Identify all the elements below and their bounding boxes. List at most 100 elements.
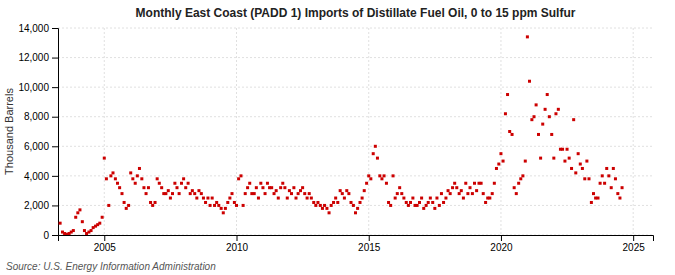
- point: [590, 201, 593, 204]
- point: [204, 201, 207, 204]
- point: [530, 118, 533, 121]
- tick-mark: [52, 146, 58, 147]
- point: [380, 177, 383, 180]
- point: [173, 182, 176, 185]
- point: [233, 201, 236, 204]
- point: [147, 186, 150, 189]
- tick-label: 2025: [623, 242, 646, 253]
- point: [261, 186, 264, 189]
- point: [211, 197, 214, 200]
- tick: 2015: [358, 235, 381, 253]
- tick-mark: [52, 87, 58, 88]
- point: [488, 197, 491, 200]
- point: [224, 207, 227, 210]
- point: [167, 189, 170, 192]
- point: [352, 204, 355, 207]
- grid-line: [58, 87, 653, 88]
- point: [495, 167, 498, 170]
- point: [411, 197, 414, 200]
- point: [387, 201, 390, 204]
- point: [184, 186, 187, 189]
- point: [182, 177, 185, 180]
- point: [339, 189, 342, 192]
- point: [592, 192, 595, 195]
- point: [466, 192, 469, 195]
- grid-line: [58, 28, 653, 29]
- point: [345, 189, 348, 192]
- point: [577, 152, 580, 155]
- point: [471, 192, 474, 195]
- axis-line: [59, 236, 654, 242]
- point: [158, 182, 161, 185]
- point: [283, 186, 286, 189]
- grid-line: [58, 146, 653, 147]
- point: [206, 197, 209, 200]
- point: [336, 201, 339, 204]
- point: [288, 189, 291, 192]
- chart: 2005201020152020202502,0004,0006,0008,00…: [0, 0, 675, 275]
- point: [323, 204, 326, 207]
- tick-label: 14,000: [18, 23, 49, 34]
- point: [607, 174, 610, 177]
- tick-label: 6,000: [24, 141, 49, 152]
- points: [59, 35, 624, 235]
- point: [187, 182, 190, 185]
- point: [343, 197, 346, 200]
- point: [347, 192, 350, 195]
- point: [546, 93, 549, 96]
- point: [101, 216, 104, 219]
- point: [334, 197, 337, 200]
- point: [513, 186, 516, 189]
- point: [435, 197, 438, 200]
- point: [405, 201, 408, 204]
- point: [129, 171, 132, 174]
- point: [378, 174, 381, 177]
- point: [550, 133, 553, 136]
- point: [499, 152, 502, 155]
- point: [171, 192, 174, 195]
- tick-mark: [52, 58, 58, 59]
- point: [160, 186, 163, 189]
- point: [109, 174, 112, 177]
- point: [554, 112, 557, 115]
- tick: 2005: [94, 235, 117, 253]
- point: [394, 197, 397, 200]
- point: [464, 182, 467, 185]
- point: [180, 182, 183, 185]
- grid-line: [633, 28, 634, 235]
- point: [521, 174, 524, 177]
- tick: 0: [43, 230, 58, 241]
- grid-line: [368, 28, 369, 235]
- tick-mark: [633, 235, 634, 241]
- point: [440, 192, 443, 195]
- point: [228, 197, 231, 200]
- point: [277, 197, 280, 200]
- point: [242, 204, 245, 207]
- point: [330, 204, 333, 207]
- point: [614, 177, 617, 180]
- tick-label: 4,000: [24, 171, 49, 182]
- point: [107, 204, 110, 207]
- point: [74, 216, 77, 219]
- point: [402, 197, 405, 200]
- grid-line: [236, 28, 237, 235]
- point: [312, 201, 315, 204]
- grid-line: [58, 175, 653, 176]
- point: [581, 167, 584, 170]
- point: [438, 204, 441, 207]
- point: [81, 220, 84, 223]
- point: [356, 207, 359, 210]
- point: [222, 211, 225, 214]
- point: [275, 189, 278, 192]
- tick-mark: [52, 176, 58, 177]
- tick-label: 12,000: [18, 52, 49, 63]
- point: [273, 192, 276, 195]
- point: [59, 222, 62, 225]
- point: [374, 145, 377, 148]
- tick: 2020: [490, 235, 513, 253]
- point: [314, 204, 317, 207]
- point: [292, 186, 295, 189]
- point: [303, 192, 306, 195]
- point: [409, 201, 412, 204]
- point: [358, 201, 361, 204]
